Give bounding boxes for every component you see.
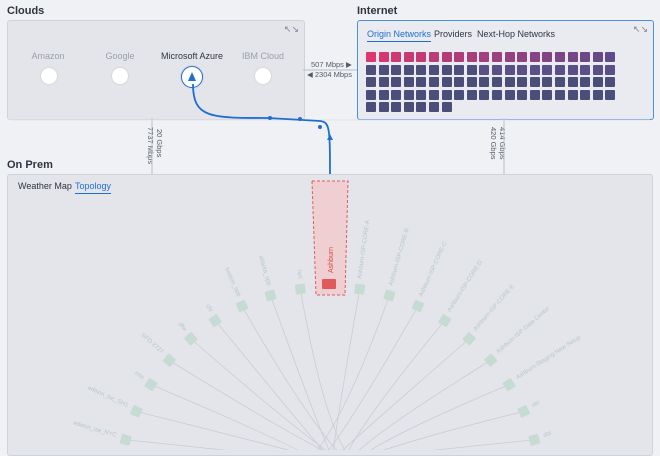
topology-edge (343, 321, 445, 450)
ashburn-node-label: Ashburn (328, 247, 335, 273)
topology-node[interactable] (484, 353, 498, 367)
ashburn-node[interactable] (322, 279, 336, 289)
topology-edge (346, 360, 491, 450)
topology-node[interactable] (184, 332, 198, 346)
topology-node-label: Ashburn-ISP-CORE-D (447, 259, 485, 313)
topology-node[interactable] (235, 299, 248, 312)
topology-node[interactable] (295, 283, 306, 294)
topology-edge (310, 306, 418, 450)
topology-node-label: sbl (543, 431, 552, 439)
topology-node-label: edison_ise_SH1 (87, 385, 130, 409)
topology-node-label: stn (531, 400, 541, 409)
topology-node-label: SFO-2727 (139, 333, 164, 356)
topology-edge (151, 385, 327, 450)
topology-node-label: chi (204, 304, 213, 314)
topology-node-label: dfw (177, 322, 188, 333)
topology-node[interactable] (354, 283, 365, 294)
topology-node[interactable] (208, 314, 222, 328)
topology-node-label: Ashburn-ISP-CORE-C (418, 240, 448, 297)
topology-node-label: Ashburn-ISP-CORE-B (388, 228, 410, 287)
topology-node[interactable] (528, 434, 540, 446)
topology-node-label: edison_ise_NYC (73, 421, 118, 440)
topology-node[interactable] (144, 378, 158, 392)
topology-node-label: Ashburn-Staging New Setup (515, 334, 582, 380)
topology-node[interactable] (130, 405, 143, 418)
topology-node-label: Ashburn-ISP-CORE-E (473, 284, 516, 333)
topology-edge (321, 339, 469, 450)
topology-edge (242, 306, 362, 450)
topology-edge (126, 440, 350, 450)
topology-edges (126, 289, 535, 450)
topology-edge (191, 339, 358, 450)
topology-node-label: Ashburn-ISP-Data Center (496, 306, 552, 355)
topology-node-label: Ashburn-ISP-CORE-A (357, 220, 371, 280)
topology-node[interactable] (119, 434, 131, 446)
topology-node[interactable] (411, 299, 424, 312)
topology-node[interactable] (383, 289, 395, 301)
topology-node[interactable] (438, 314, 452, 328)
topology-node[interactable] (502, 378, 516, 392)
topology-node-label: atlanta_spp (257, 255, 272, 287)
topology-node-label: nyc (296, 269, 303, 279)
topology-node[interactable] (162, 353, 176, 367)
topology-edge (293, 295, 389, 450)
topology-node-label: boston_spp (223, 267, 242, 298)
topology-node[interactable] (517, 405, 530, 418)
topology-node[interactable] (462, 332, 476, 346)
topology-node[interactable] (264, 289, 276, 301)
topology-edge (354, 385, 509, 450)
topology-node-label: mia (133, 371, 145, 382)
selected-node-highlight[interactable] (312, 181, 348, 295)
